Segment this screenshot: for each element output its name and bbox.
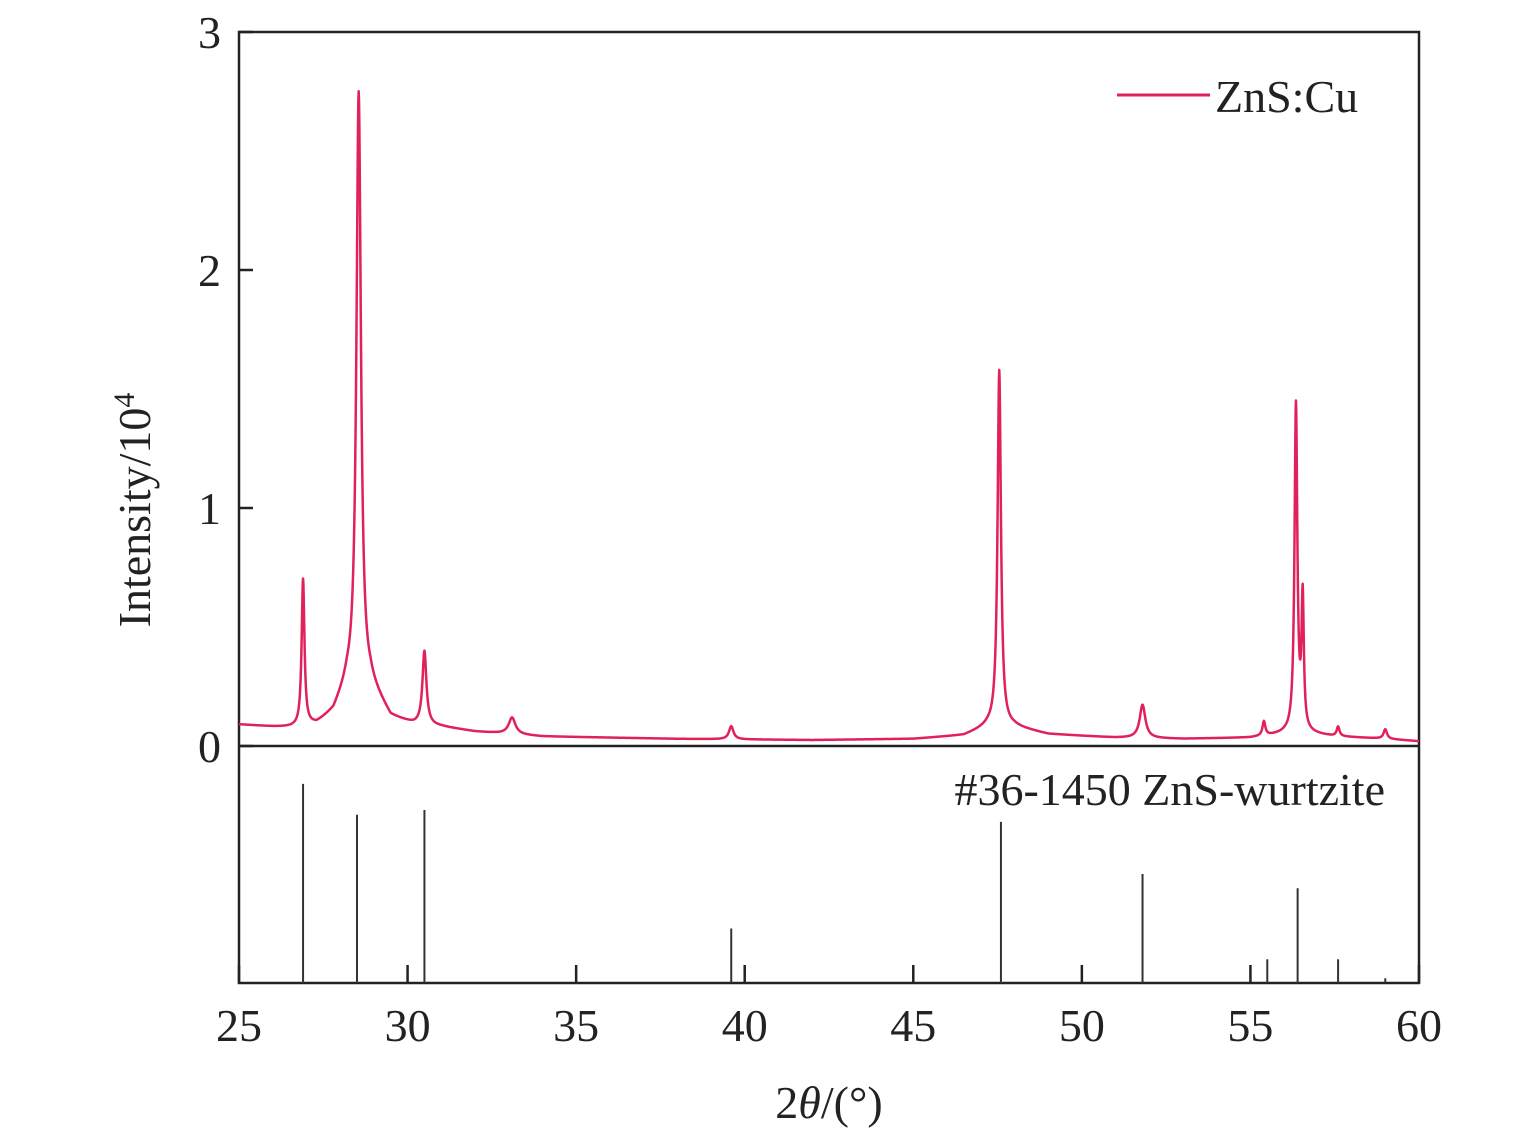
reference-label: #36-1450 ZnS-wurtzite — [954, 764, 1385, 815]
legend-label-zns-cu: ZnS:Cu — [1215, 71, 1358, 122]
x-tick-label: 60 — [1396, 1000, 1442, 1051]
y-axis-ticks: 0 1 2 3 — [198, 7, 253, 772]
reference-pattern — [302, 783, 1387, 983]
series-line-zns-cu — [238, 90, 1420, 743]
x-tick-label: 55 — [1227, 1000, 1273, 1051]
x-tick-label: 45 — [890, 1000, 936, 1051]
y-axis-title-sup: 4 — [108, 393, 141, 408]
series-group — [238, 90, 1420, 743]
x-axis-title-prefix: 2 — [775, 1077, 798, 1128]
y-tick-label: 0 — [198, 721, 221, 772]
x-axis-title-suffix: /(°) — [821, 1077, 883, 1128]
x-axis-ticks: 25 30 35 40 45 50 55 60 — [216, 965, 1442, 1051]
x-axis-title-theta: θ — [798, 1077, 821, 1128]
y-tick-label: 2 — [198, 245, 221, 296]
y-tick-label: 1 — [198, 483, 221, 534]
x-axis-title: 2θ/(°) — [775, 1077, 882, 1128]
legend: ZnS:Cu — [1117, 71, 1358, 122]
y-tick-label: 3 — [198, 7, 221, 58]
y-axis-title: Intensity/104 — [108, 393, 160, 628]
x-tick-label: 40 — [722, 1000, 768, 1051]
plot-frame — [237, 30, 1421, 985]
x-tick-label: 25 — [216, 1000, 262, 1051]
y-axis-title-main: Intensity/10 — [109, 408, 160, 628]
x-tick-label: 35 — [553, 1000, 599, 1051]
x-tick-label: 30 — [385, 1000, 431, 1051]
x-tick-label: 50 — [1059, 1000, 1105, 1051]
